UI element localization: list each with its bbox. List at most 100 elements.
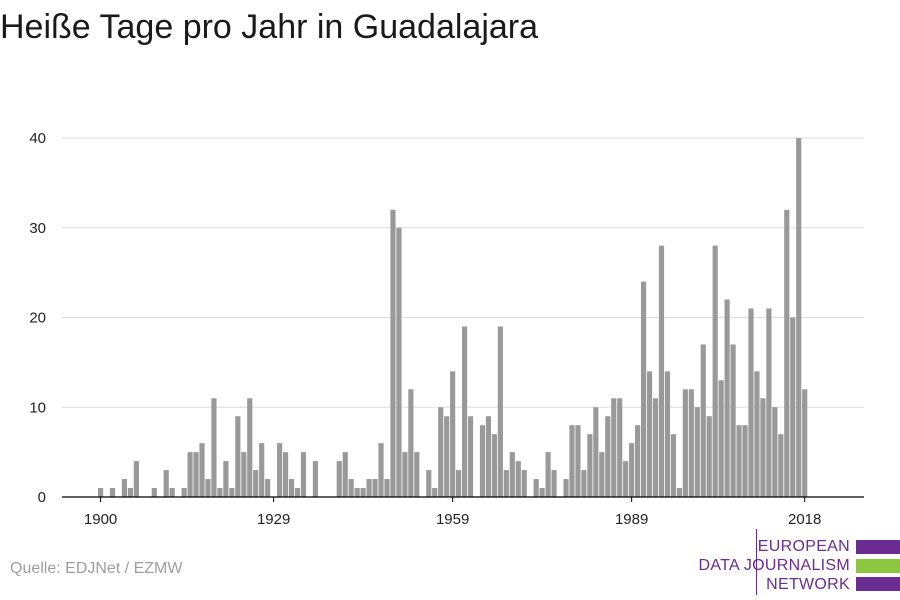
bar xyxy=(652,398,659,497)
logo-bar-purple-bottom xyxy=(856,577,900,591)
bar xyxy=(438,407,444,497)
x-axis xyxy=(62,496,864,502)
bar xyxy=(414,452,420,497)
bar xyxy=(199,443,205,497)
bar xyxy=(229,488,235,497)
y-tick-label: 30 xyxy=(29,220,46,237)
bar xyxy=(611,398,617,497)
bar xyxy=(670,434,676,497)
bar xyxy=(640,281,647,497)
logo-separator xyxy=(756,529,757,595)
bar xyxy=(187,452,193,497)
bar xyxy=(223,461,229,497)
logo-line-2: DATA JOURNALISM xyxy=(698,557,850,574)
bar xyxy=(127,488,134,497)
y-tick-labels: 0 10 20 30 40 xyxy=(29,130,46,506)
bar xyxy=(408,389,414,497)
bar xyxy=(444,416,450,497)
y-tick-label: 10 xyxy=(29,399,46,416)
bar xyxy=(151,488,157,497)
bar xyxy=(396,227,402,497)
bar xyxy=(169,488,175,497)
bar xyxy=(265,479,271,497)
bar xyxy=(635,425,641,497)
logo-bar-green xyxy=(856,559,900,573)
bar xyxy=(706,416,712,497)
bar xyxy=(736,425,742,497)
bar xyxy=(664,371,671,497)
bar xyxy=(235,416,241,497)
bar xyxy=(312,461,318,497)
bar xyxy=(623,461,629,497)
bar xyxy=(766,308,772,497)
bar xyxy=(796,138,802,497)
chart-title: Heiße Tage pro Jahr in Guadalajara xyxy=(0,8,539,46)
bar xyxy=(181,488,187,497)
bar xyxy=(348,479,354,497)
bar xyxy=(342,452,348,497)
edjnet-logo: EUROPEAN DATA JOURNALISM NETWORK xyxy=(698,529,900,595)
x-tick-label: 1989 xyxy=(615,511,648,528)
bar xyxy=(700,344,706,497)
bar xyxy=(581,470,587,497)
gridlines xyxy=(62,137,864,408)
bar xyxy=(790,317,796,497)
bar xyxy=(778,434,784,497)
y-tick-label: 0 xyxy=(38,489,46,506)
bar xyxy=(259,443,265,497)
bar xyxy=(354,488,360,497)
x-tick-label: 1929 xyxy=(257,511,290,528)
bar xyxy=(456,470,462,497)
bar xyxy=(748,308,754,497)
bar xyxy=(384,479,390,497)
bar xyxy=(533,479,539,497)
bar xyxy=(450,371,456,497)
bar xyxy=(247,398,253,497)
bar xyxy=(497,326,503,497)
bar xyxy=(163,470,169,497)
bar xyxy=(676,488,682,497)
bar xyxy=(378,443,384,497)
bar xyxy=(336,461,342,497)
bar xyxy=(760,398,766,497)
x-tick-label: 2018 xyxy=(788,511,821,528)
bar xyxy=(241,452,247,497)
x-tick-label: 1900 xyxy=(84,511,117,528)
bar xyxy=(193,452,199,497)
bar xyxy=(467,416,474,497)
bar xyxy=(682,389,688,497)
x-tick-labels: 1900 1929 1959 1989 2018 xyxy=(84,511,821,528)
bar xyxy=(390,209,396,498)
bar xyxy=(461,326,468,497)
bar xyxy=(629,443,635,497)
bar xyxy=(360,488,366,497)
bar xyxy=(617,398,623,497)
y-tick-label: 40 xyxy=(29,130,46,147)
bar xyxy=(646,371,653,497)
bar xyxy=(402,452,408,497)
bar xyxy=(563,479,569,497)
source-note: Quelle: EDJNet / EZMW xyxy=(10,560,183,577)
bar xyxy=(479,425,486,497)
bar xyxy=(712,245,718,497)
bar xyxy=(802,389,808,497)
bar xyxy=(772,407,778,497)
bar xyxy=(133,461,139,497)
bar xyxy=(539,488,545,497)
bar xyxy=(253,470,259,497)
bar xyxy=(288,479,295,497)
bar xyxy=(205,479,211,497)
bar xyxy=(599,452,605,497)
y-tick-label: 20 xyxy=(29,310,46,327)
bar xyxy=(742,425,748,497)
bar xyxy=(718,380,724,497)
bar xyxy=(754,371,760,497)
bar xyxy=(694,407,700,497)
bar xyxy=(521,470,527,497)
x-tick-label: 1959 xyxy=(436,511,469,528)
bar xyxy=(658,245,665,497)
bar xyxy=(575,425,581,497)
bar xyxy=(372,479,378,497)
logo-bar-purple-top xyxy=(856,540,900,554)
bars xyxy=(98,138,808,498)
